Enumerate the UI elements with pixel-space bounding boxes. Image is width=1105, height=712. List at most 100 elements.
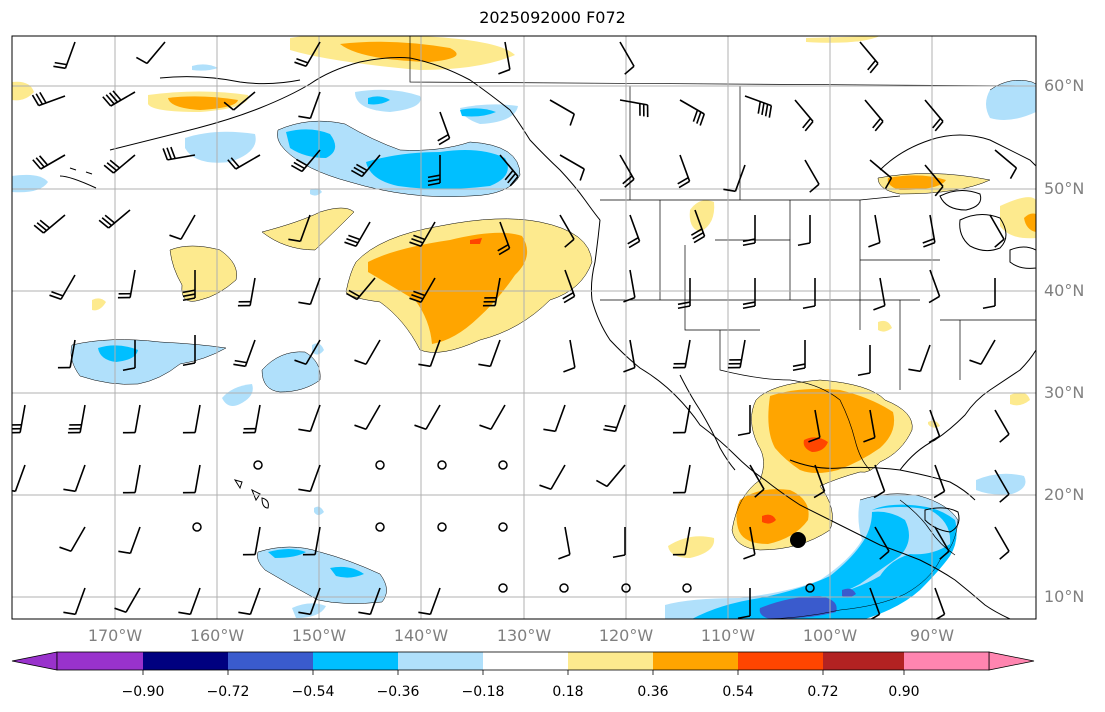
wind-barb — [749, 464, 765, 498]
wind-barb — [612, 527, 626, 559]
wind-barb — [672, 526, 691, 556]
wind-barb — [298, 587, 321, 616]
wind-barb — [102, 90, 136, 107]
anomaly-fills — [12, 36, 1036, 619]
lat-label-30n: 30°N — [1044, 383, 1085, 402]
wind-barb — [482, 277, 501, 307]
wind-barb — [122, 464, 141, 494]
wind-barb — [743, 526, 756, 560]
colorbar-tick-label: −0.36 — [376, 684, 420, 700]
wind-barb — [619, 99, 649, 118]
wind-barb — [288, 214, 311, 243]
wind-barb — [298, 277, 321, 306]
wind-barb — [63, 464, 86, 493]
wind-barb — [358, 587, 381, 616]
wind-barb — [863, 409, 876, 443]
wind-barb — [994, 149, 1018, 180]
lon-label-150w: 150°W — [291, 626, 347, 645]
colorbar-segment — [313, 652, 398, 670]
wind-barb — [427, 155, 441, 187]
wind-barb — [418, 339, 441, 368]
wind-barb — [344, 221, 371, 248]
wind-barb — [59, 526, 86, 553]
wind-barb — [182, 335, 196, 367]
wind-barb — [737, 588, 751, 619]
colorbar-segment — [398, 652, 483, 670]
wind-barb — [182, 464, 201, 494]
wind-barb — [994, 409, 1010, 443]
lon-label-130w: 130°W — [496, 626, 552, 645]
wind-barb — [298, 404, 321, 433]
wind-barb — [869, 159, 893, 190]
wind-barb — [928, 269, 941, 304]
wind-barb — [33, 214, 66, 234]
wind-barb — [619, 41, 635, 75]
wind-barb — [12, 404, 26, 434]
wind-barb — [549, 99, 576, 126]
wind-barb — [794, 99, 814, 132]
wind-barb — [223, 91, 256, 111]
colorbar — [11, 651, 1035, 675]
wind-barb — [744, 95, 773, 118]
colorbar-tick-label: −0.72 — [206, 684, 250, 700]
colorbar-segment — [57, 652, 143, 670]
wind-barb — [873, 277, 886, 311]
storm-center-marker — [790, 532, 806, 548]
wind-barb — [677, 278, 691, 310]
wind-barb — [169, 214, 196, 241]
wind-barb — [679, 99, 706, 126]
map-title: 2025092000 F072 — [479, 8, 626, 27]
wind-barb — [98, 209, 131, 229]
wind-barb — [298, 464, 321, 493]
wind-barb — [869, 587, 881, 619]
lon-label-170w: 170°W — [87, 626, 143, 645]
wind-barb — [294, 339, 321, 366]
wind-barb — [32, 154, 66, 170]
wind-barb — [933, 464, 946, 499]
wind-barb — [479, 404, 506, 431]
wind-barb — [868, 214, 881, 248]
wind-barb — [808, 409, 821, 443]
wind-barb — [242, 526, 261, 556]
wind-barb — [994, 469, 1010, 503]
colorbar-tick-label: 0.54 — [722, 684, 754, 700]
wind-barb — [924, 164, 944, 197]
graticule — [12, 36, 1036, 619]
wind-barb — [354, 339, 381, 366]
lat-label-10n: 10°N — [1044, 587, 1085, 606]
wind-barb — [742, 278, 756, 310]
lat-label-60n: 60°N — [1044, 76, 1085, 95]
wind-barb — [603, 404, 626, 433]
wind-barb — [797, 215, 811, 247]
wind-barb — [922, 214, 936, 248]
calm-wind-markers — [192, 460, 815, 593]
lon-label-140w: 140°W — [393, 626, 449, 645]
colorbar-segment — [823, 652, 904, 670]
wind-barb — [302, 526, 321, 556]
wind-barb — [114, 587, 141, 614]
wind-barb — [499, 154, 519, 187]
wind-barb — [623, 339, 636, 373]
wind-barb — [53, 41, 76, 70]
wind-barb — [414, 404, 441, 431]
colorbar-under-triangle — [11, 651, 58, 671]
colorbar-tick-label: −0.90 — [121, 684, 165, 700]
wind-barb — [237, 277, 256, 307]
wind-barb — [982, 278, 996, 310]
wind-barb — [31, 91, 66, 107]
lat-label-50n: 50°N — [1044, 179, 1085, 198]
colorbar-tick-label: −0.18 — [461, 684, 505, 700]
wind-barb — [238, 587, 261, 616]
wind-barb — [737, 405, 751, 437]
wind-barb — [12, 464, 26, 493]
wind-barb — [49, 274, 76, 301]
wind-barb — [672, 404, 691, 434]
wind-barb — [227, 154, 261, 170]
wind-barb — [859, 41, 879, 74]
colorbar-over-triangle — [988, 651, 1035, 671]
wind-barb — [804, 159, 820, 193]
wind-barb — [623, 269, 636, 303]
wind-barb — [290, 149, 321, 173]
wind-barb — [989, 214, 1005, 248]
